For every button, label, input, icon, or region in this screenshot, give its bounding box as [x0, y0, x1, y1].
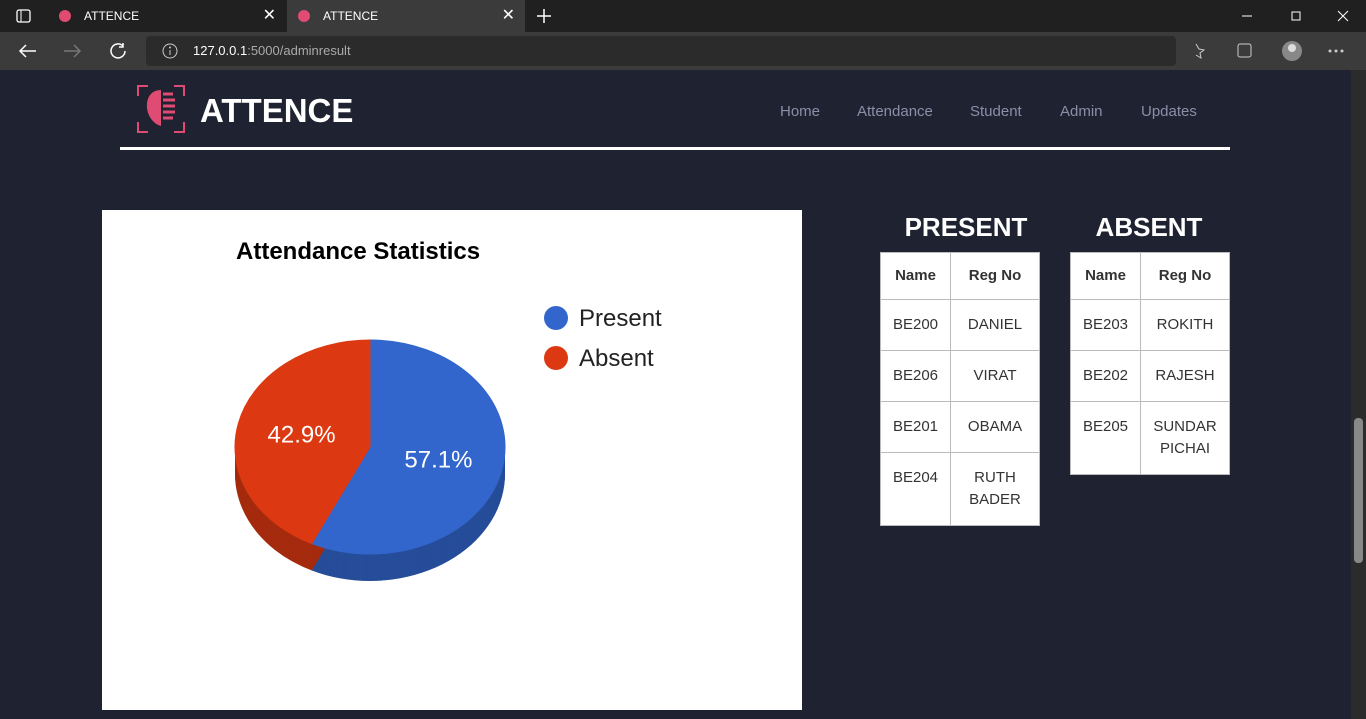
window-controls[interactable]	[1230, 8, 1360, 24]
value-label: 57.1%	[404, 446, 472, 473]
cell: BE201	[880, 401, 951, 453]
table-row: BE204 RUTH BADER	[880, 452, 1040, 526]
cell: BE203	[1070, 299, 1141, 351]
chart-title: Attendance Statistics	[236, 238, 480, 265]
table-row: BE203 ROKITH	[1070, 299, 1230, 351]
tab-title: ATTENCE	[323, 9, 379, 23]
url-path: :5000/adminresult	[247, 43, 351, 58]
cell: BE205	[1070, 401, 1141, 475]
column-header: Reg No	[1140, 252, 1230, 300]
cell: RUTH BADER	[950, 452, 1040, 526]
nav-link[interactable]: Admin	[1060, 103, 1103, 120]
logo-icon	[137, 85, 185, 133]
legend-label: Absent	[579, 345, 654, 372]
chart-container: Attendance Statistics 57.1% 42.9% Present A…	[102, 210, 802, 710]
pie-slice	[311, 339, 506, 555]
cell: RAJESH	[1140, 350, 1230, 402]
header-row: Name Reg No	[1070, 252, 1230, 300]
tab-title: ATTENCE	[84, 9, 140, 23]
table-row: BE206 VIRAT	[880, 350, 1040, 402]
chart: Attendance Statistics 57.1% 42.9% Present A…	[234, 238, 662, 581]
present-table: Name Reg No BE200 DANIEL BE206 VIRAT BE201 OBAM…	[880, 252, 1040, 526]
cell: BE204	[880, 452, 951, 526]
cell: BE202	[1070, 350, 1141, 402]
tab-actions[interactable]	[16, 8, 32, 24]
absent-table: Name Reg No BE203 ROKITH BE202 RAJESH BE205 SUN…	[1070, 252, 1230, 475]
header-row: Name Reg No	[880, 252, 1040, 300]
brand[interactable]: ATTENCE	[200, 92, 354, 129]
cell: BE206	[880, 350, 951, 402]
cell: SUNDAR PICHAI	[1140, 401, 1230, 475]
nav-buttons[interactable]	[16, 40, 136, 62]
tab[interactable]: ATTENCE ✕	[48, 0, 286, 32]
value-label: 42.9%	[268, 422, 336, 449]
nav-link[interactable]: Updates	[1141, 103, 1197, 120]
scrollbar[interactable]	[1351, 70, 1366, 719]
column-header: Reg No	[950, 252, 1040, 300]
absent-title: ABSENT	[1095, 212, 1203, 242]
new-tab[interactable]	[535, 7, 553, 25]
nav-link[interactable]: Attendance	[857, 103, 933, 120]
present-title: PRESENT	[904, 212, 1028, 242]
column-header: Name	[1070, 252, 1141, 300]
column-header: Name	[880, 252, 951, 300]
legend-label: Present	[579, 305, 662, 332]
address-bar[interactable]: 127.0.0.1:5000/adminresult	[146, 36, 1176, 66]
url-host: 127.0.0.1	[193, 43, 248, 58]
table-row: BE202 RAJESH	[1070, 350, 1230, 402]
table-row: BE200 DANIEL	[880, 299, 1040, 351]
cell: DANIEL	[950, 299, 1040, 351]
cell: OBAMA	[950, 401, 1040, 453]
tab-active[interactable]: ATTENCE ✕	[287, 0, 525, 32]
nav-link[interactable]: Student	[970, 103, 1022, 120]
cell: ROKITH	[1140, 299, 1230, 351]
nav-link[interactable]: Home	[780, 103, 821, 120]
cell: BE200	[880, 299, 951, 351]
legend-marker	[544, 346, 568, 370]
legend-marker	[544, 306, 568, 330]
header-rule	[120, 147, 1230, 150]
table-row: BE205 SUNDAR PICHAI	[1070, 401, 1230, 475]
pie-slice	[234, 339, 371, 545]
cell: VIRAT	[950, 350, 1040, 402]
table-row: BE201 OBAMA	[880, 401, 1040, 453]
tab-bar: ATTENCE ✕ ATTENCE ✕	[0, 0, 1366, 32]
